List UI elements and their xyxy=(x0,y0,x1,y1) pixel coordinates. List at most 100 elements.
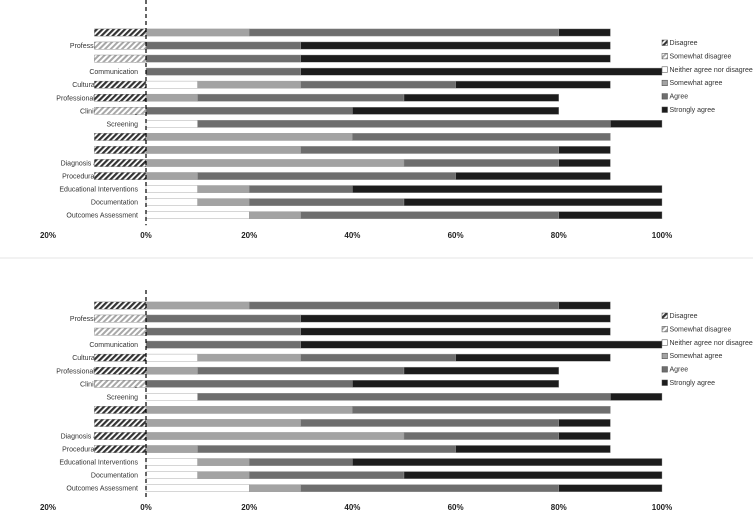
legend-swatch-agree xyxy=(661,366,668,373)
x-tick-label: 0% xyxy=(140,503,152,512)
bar-segment-somewhat-agree xyxy=(248,484,301,493)
bar-segment-disagree xyxy=(94,146,147,154)
bar-segment-strongly-agree xyxy=(610,120,663,128)
bar-segment-strongly-agree xyxy=(455,80,611,89)
bar-segment-somewhat-agree xyxy=(145,93,198,102)
bar-segment-somewhat-agree xyxy=(145,432,405,440)
bar-segment-disagree xyxy=(94,94,147,102)
bar-segment-strongly-agree xyxy=(300,314,611,323)
bar-segment-strongly-agree xyxy=(558,211,663,220)
bar-segment-disagree xyxy=(94,133,147,141)
bar-segment-somewhat-agree xyxy=(145,366,198,375)
bar-segment-agree xyxy=(300,419,559,427)
bar-segment-agree xyxy=(403,159,560,167)
category-label: Outcomes Assessment xyxy=(66,213,138,220)
legend-swatch-strongly-agree xyxy=(661,106,668,113)
bar-segment-agree xyxy=(300,484,559,493)
bar-segment-agree xyxy=(145,54,302,63)
bar-segment-disagree xyxy=(94,301,147,310)
bar-segment-agree xyxy=(197,393,611,401)
bar-segment-somewhat-agree xyxy=(248,211,301,220)
bar-segment-strongly-agree xyxy=(558,146,611,154)
bar-segment-agree xyxy=(197,120,611,128)
category-label: Documentation xyxy=(91,200,138,207)
bar-segment-strongly-agree xyxy=(300,54,611,63)
category-label: Screening xyxy=(106,121,138,128)
category-label: Educational Interventions xyxy=(59,460,138,467)
bar-segment-agree xyxy=(248,471,405,479)
legend-label: Disagree xyxy=(670,40,698,47)
legend-swatch-somewhat-disagree xyxy=(661,326,668,333)
bar-segment-neutral xyxy=(145,120,198,128)
bar-segment-strongly-agree xyxy=(352,185,663,193)
bar-segment-agree xyxy=(248,198,405,206)
bar-segment-strongly-agree xyxy=(455,353,611,362)
bar-segment-strongly-agree xyxy=(455,172,611,180)
bar-segment-agree xyxy=(145,314,302,323)
bar-segment-neutral xyxy=(145,484,250,493)
bar-segment-agree xyxy=(145,41,302,50)
category-label: Communication xyxy=(89,69,138,76)
chart-top: SafetyProfessional BehaviorAccountabilit… xyxy=(40,0,753,240)
legend-swatch-somewhat-agree xyxy=(661,352,668,359)
bar-segment-disagree xyxy=(94,172,147,180)
category-label: Documentation xyxy=(91,473,138,480)
bar-segment-disagree xyxy=(94,445,147,453)
x-tick-label: 80% xyxy=(551,231,567,240)
bar-segment-neutral xyxy=(145,353,198,362)
x-tick-label: 40% xyxy=(344,231,360,240)
bar-segment-strongly-agree xyxy=(403,471,663,479)
bar-segment-somewhat-agree xyxy=(197,198,250,206)
chart-bottom: SafetyProfessional BehaviorAccountabilit… xyxy=(40,290,753,512)
bar-segment-agree xyxy=(300,80,456,89)
bar-segment-disagree xyxy=(94,159,147,167)
bar-segment-agree xyxy=(145,340,302,349)
legend-label: Neither agree nor disagree xyxy=(670,340,753,347)
legend-label: Somewhat disagree xyxy=(670,326,732,333)
bar-segment-somewhat-agree xyxy=(145,172,198,180)
bar-segment-somewhat-agree xyxy=(145,133,353,141)
bar-segment-disagree xyxy=(94,406,147,414)
bar-segment-strongly-agree xyxy=(352,380,559,388)
x-tick-label: 40% xyxy=(344,503,360,512)
legend-swatch-neutral xyxy=(661,339,668,346)
bar-segment-strongly-agree xyxy=(352,106,559,115)
bar-segment-disagree xyxy=(94,419,147,427)
legend-label: Somewhat agree xyxy=(670,353,723,360)
bar-segment-neutral xyxy=(145,211,250,220)
bar-segment-agree xyxy=(352,406,611,414)
bar-segment-disagree xyxy=(94,366,147,375)
legend-swatch-disagree xyxy=(661,312,668,319)
bar-segment-agree xyxy=(145,106,353,115)
bar-segment-somewhat-agree xyxy=(197,185,250,193)
category-label: Outcomes Assessment xyxy=(66,486,138,493)
bar-segment-neutral xyxy=(145,80,198,89)
legend-swatch-neutral xyxy=(661,66,668,73)
bar-segment-somewhat-agree xyxy=(197,80,302,89)
bar-segment-agree xyxy=(145,327,302,336)
x-tick-label: 20% xyxy=(241,503,257,512)
category-label: Communication xyxy=(89,342,138,349)
bar-segment-agree xyxy=(300,211,559,220)
bar-segment-somewhat-agree xyxy=(145,301,250,310)
legend-swatch-somewhat-disagree xyxy=(661,53,668,60)
bar-segment-strongly-agree xyxy=(610,393,663,401)
legend-label: Agree xyxy=(670,94,689,101)
bar-segment-disagree xyxy=(94,80,147,89)
bar-segment-somewhat-agree xyxy=(197,471,250,479)
bar-segment-strongly-agree xyxy=(403,366,560,375)
bar-segment-neutral xyxy=(145,198,198,206)
bar-segment-somewhat-disagree xyxy=(94,327,147,336)
bar-segment-agree xyxy=(197,93,405,102)
bar-segment-strongly-agree xyxy=(300,41,611,50)
bar-segment-neutral xyxy=(145,471,198,479)
bar-segment-agree xyxy=(300,146,559,154)
legend-label: Agree xyxy=(670,367,689,374)
bar-segment-strongly-agree xyxy=(558,419,611,427)
bar-segment-agree xyxy=(352,133,611,141)
legend-label: Disagree xyxy=(670,313,698,320)
bar-segment-strongly-agree xyxy=(300,67,663,76)
x-tick-label: 80% xyxy=(551,503,567,512)
bar-segment-agree xyxy=(248,28,560,37)
x-tick-label: 100% xyxy=(652,231,672,240)
